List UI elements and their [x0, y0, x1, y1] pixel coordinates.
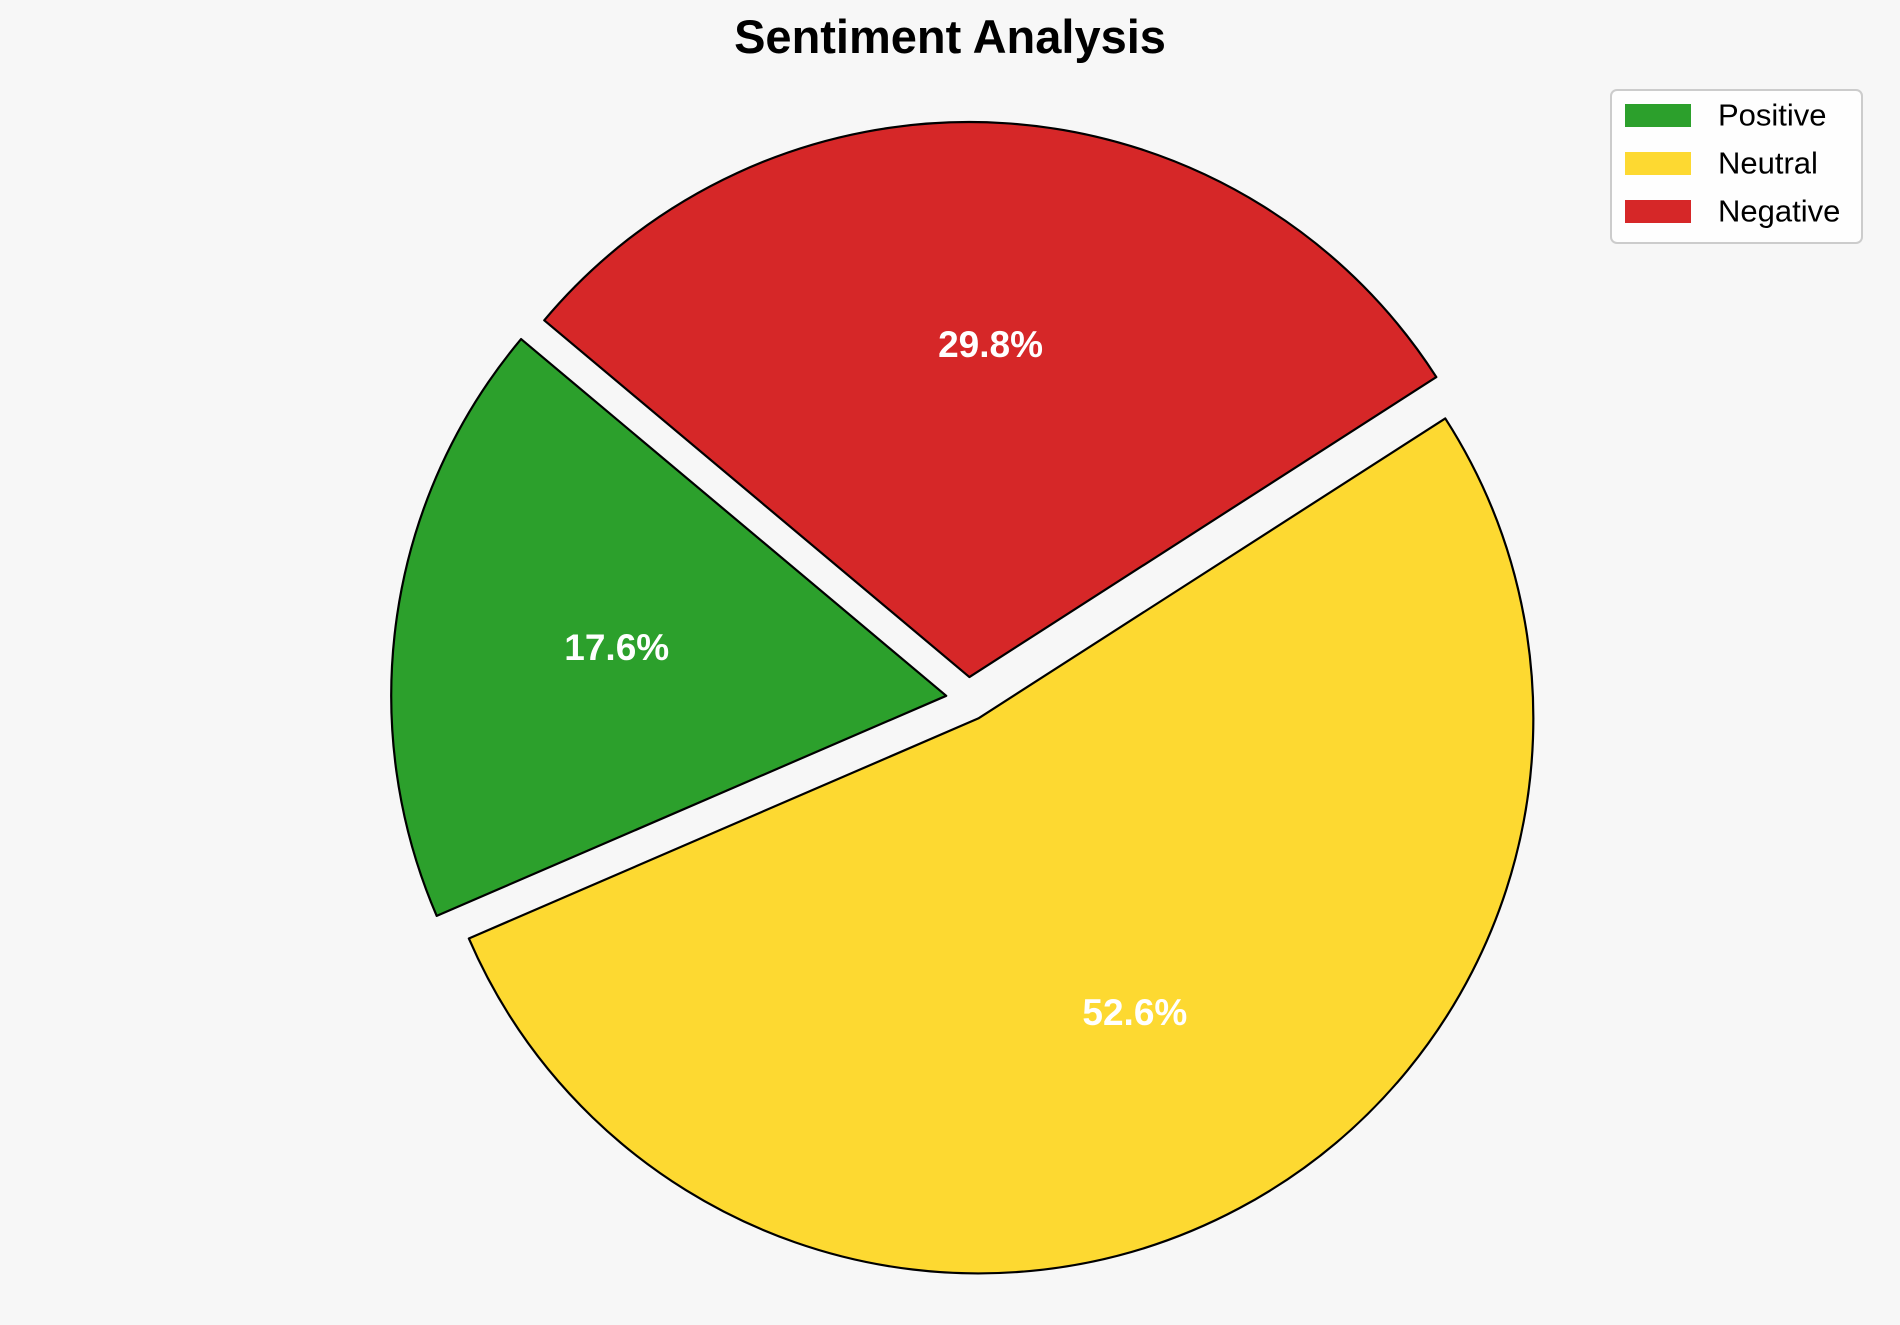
chart-title: Sentiment Analysis: [734, 10, 1166, 63]
pie-slice-neutral: [467, 417, 1535, 1275]
pie-slice-labels: 17.6% 52.6% 29.8%: [564, 324, 1187, 1033]
slice-label-negative: 29.8%: [938, 324, 1043, 365]
legend-swatch-positive: [1625, 104, 1691, 127]
chart-legend: Positive Neutral Negative: [1610, 89, 1863, 244]
legend-swatch-negative: [1625, 200, 1691, 223]
legend-label-positive: Positive: [1718, 98, 1827, 133]
slice-label-positive: 17.6%: [564, 627, 669, 668]
pie-slice-negative: [543, 120, 1438, 679]
slice-label-neutral: 52.6%: [1082, 992, 1187, 1033]
legend-label-negative: Negative: [1718, 194, 1840, 229]
legend-swatch-neutral: [1625, 152, 1691, 175]
pie-slices: [390, 120, 1535, 1275]
pie-slice-positive: [390, 337, 948, 917]
legend-label-neutral: Neutral: [1718, 146, 1818, 181]
